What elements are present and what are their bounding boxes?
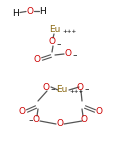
Text: O: O (56, 118, 63, 127)
Text: O: O (76, 82, 83, 92)
Text: +++: +++ (61, 29, 76, 34)
Text: O: O (42, 82, 49, 92)
Text: H: H (13, 8, 19, 17)
Text: O: O (33, 55, 40, 63)
Text: O: O (26, 6, 33, 16)
Text: −: − (56, 41, 60, 46)
Text: −: − (83, 86, 88, 91)
Text: −: − (71, 52, 76, 57)
Text: Eu: Eu (49, 26, 60, 35)
Text: O: O (95, 106, 102, 115)
Text: H: H (39, 6, 46, 16)
Text: −: − (50, 86, 54, 91)
Text: Eu: Eu (56, 85, 67, 94)
Text: O: O (48, 38, 55, 47)
Text: O: O (18, 106, 25, 115)
Text: +++: +++ (68, 89, 83, 94)
Text: −: − (28, 117, 33, 123)
Text: O: O (80, 115, 87, 125)
Text: O: O (32, 115, 39, 125)
Text: O: O (64, 49, 71, 58)
